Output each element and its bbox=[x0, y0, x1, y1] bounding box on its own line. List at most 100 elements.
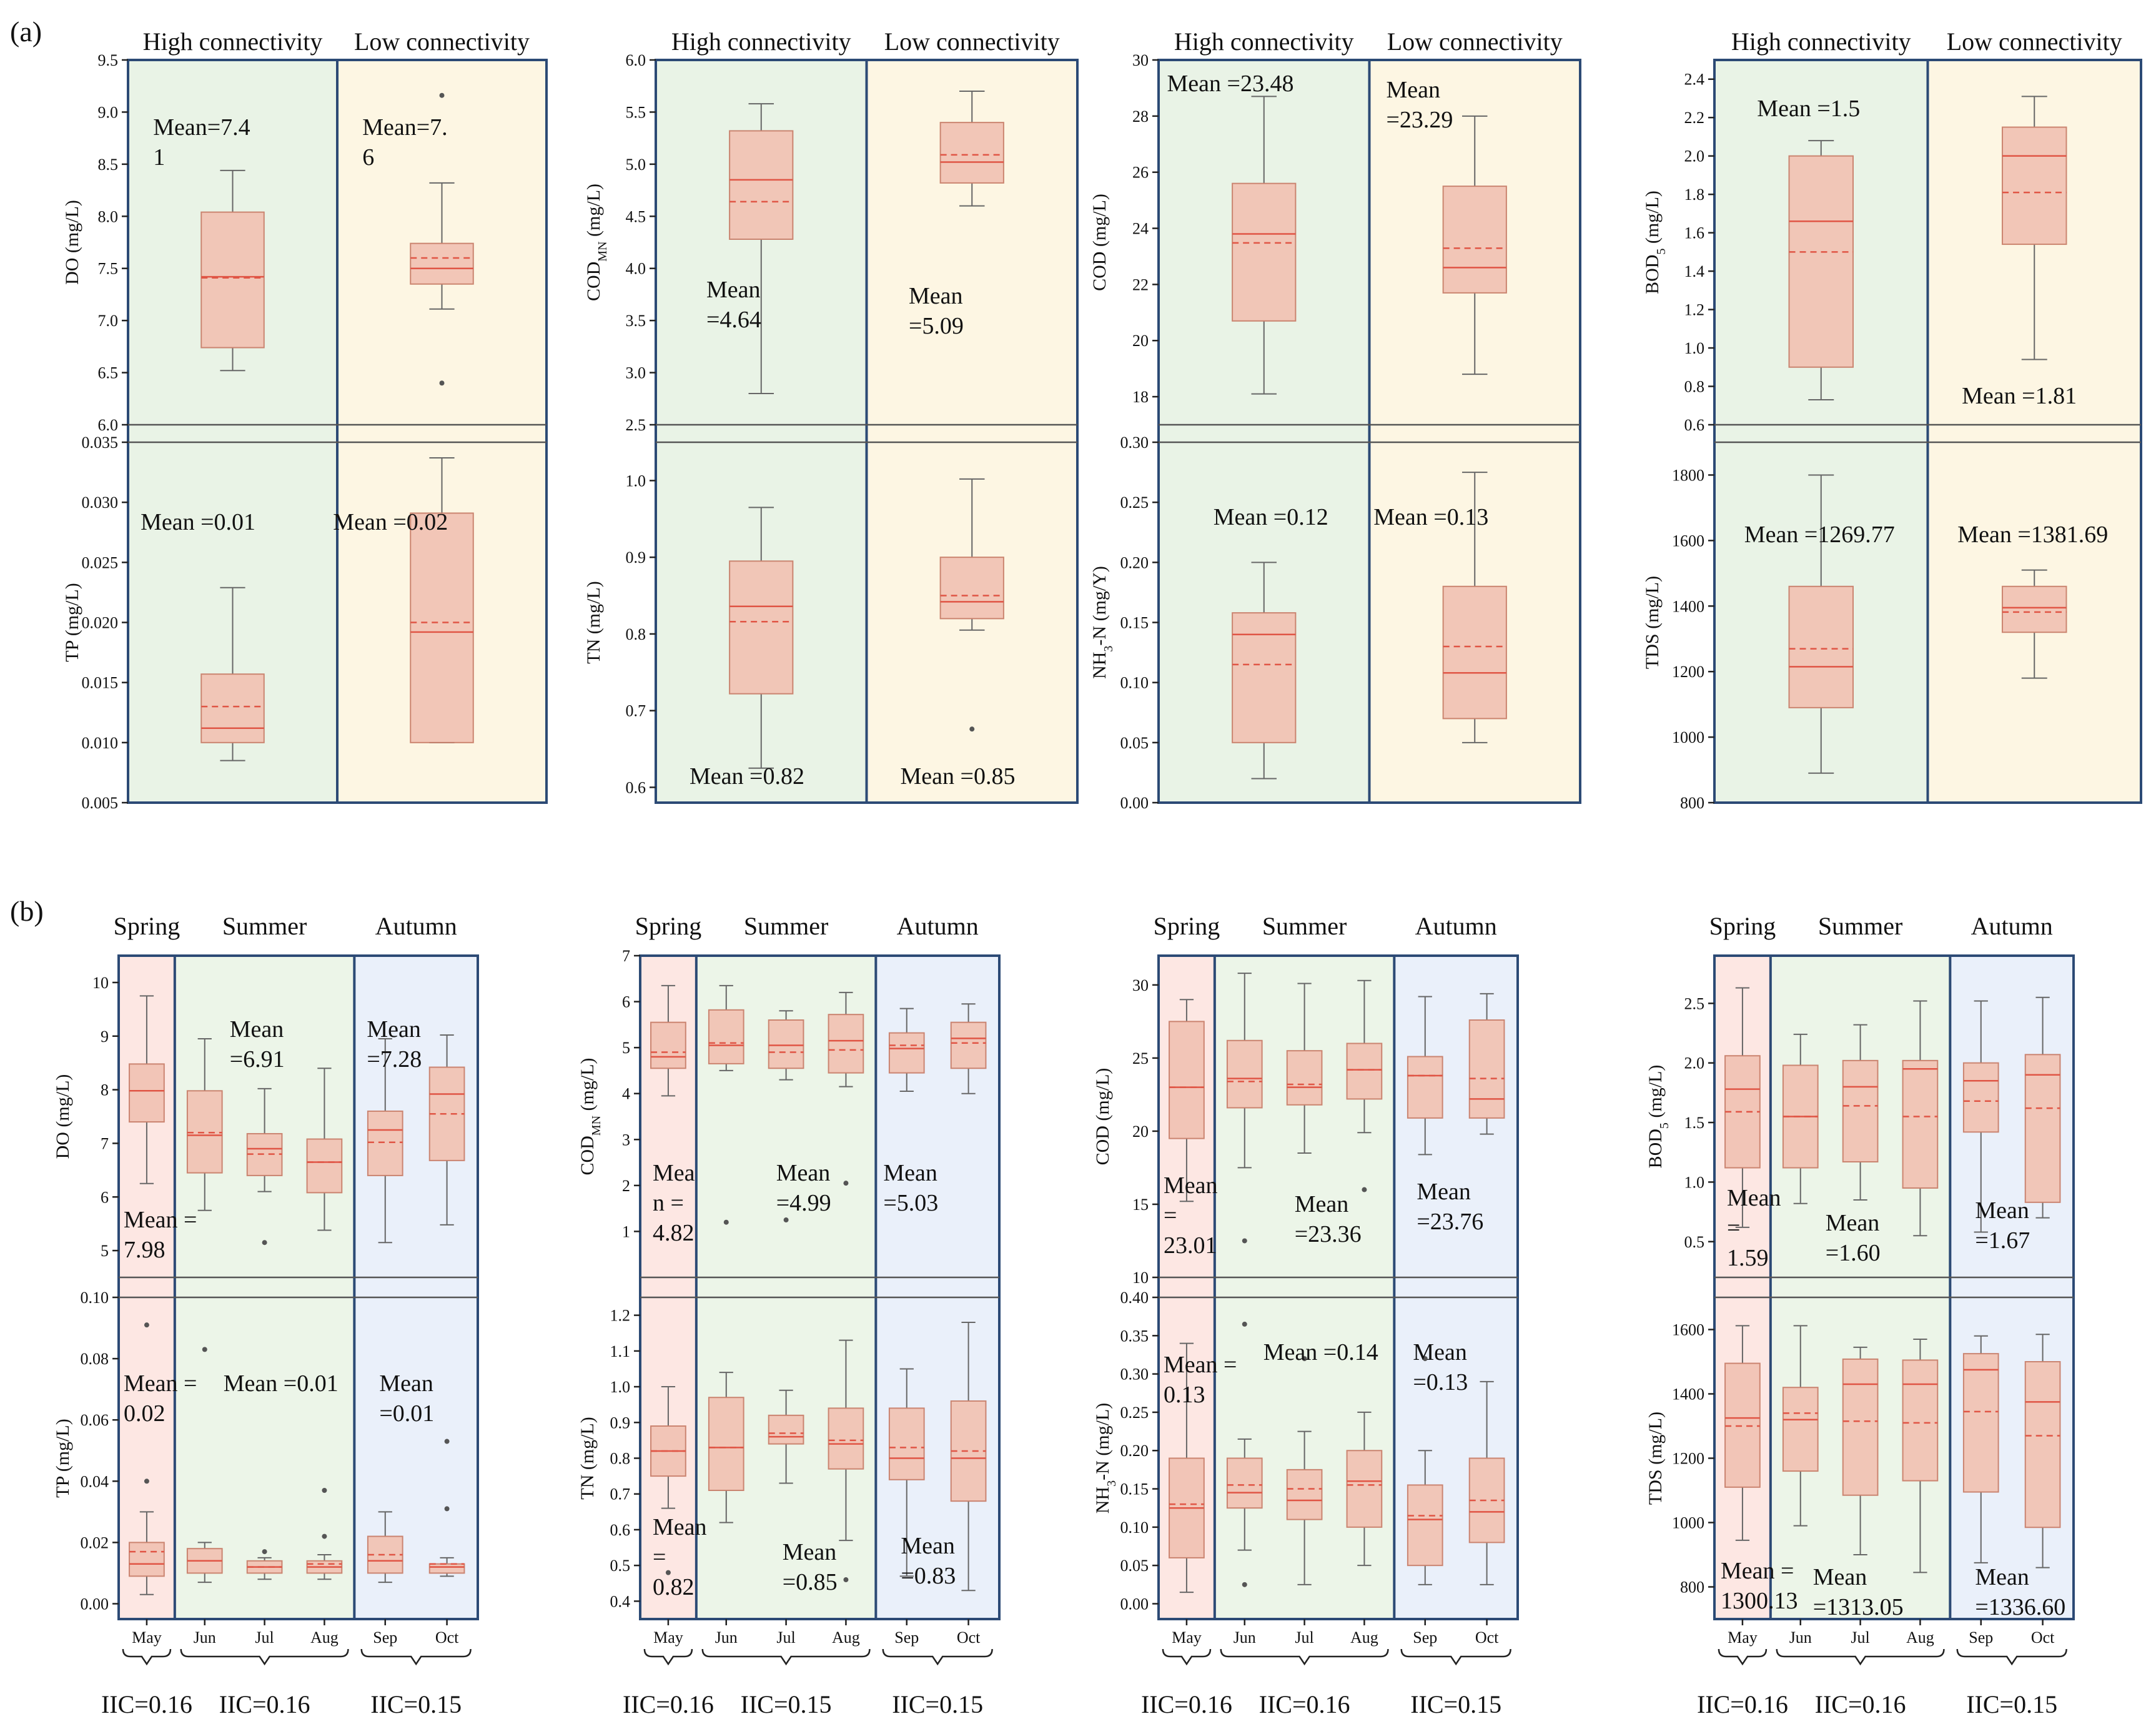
box-iqr bbox=[729, 130, 794, 240]
box-2 bbox=[1286, 1356, 1323, 1585]
y-tick-label: 2.2 bbox=[1684, 109, 1705, 127]
y-tick-label: 1.0 bbox=[610, 1378, 631, 1396]
chart-b3: Spring Summer Autumn May Jun Jul Aug Sep Oct IIC=… bbox=[1092, 912, 1519, 1718]
season-bracket bbox=[1162, 1648, 1212, 1666]
chart-b3-top-mean-annotation: Mean = 23.01 bbox=[1164, 1172, 1218, 1259]
month-label: May bbox=[1172, 1628, 1202, 1647]
chart-b4-bottom-mean-annotation: Mean =1336.60 bbox=[1975, 1564, 2065, 1620]
y-tick-label: 1400 bbox=[1672, 597, 1704, 615]
y-tick-label: 0.5 bbox=[1684, 1233, 1705, 1251]
chart-a1-top-mean-annotation: Mean=7. 6 bbox=[362, 114, 447, 171]
box-4 bbox=[1407, 1356, 1443, 1585]
season-header: Summer bbox=[1818, 912, 1903, 940]
season-header: Autumn bbox=[897, 912, 979, 940]
box-iqr bbox=[186, 1090, 223, 1174]
outlier-point bbox=[322, 1488, 327, 1493]
box-1 bbox=[410, 92, 474, 386]
chart-a1-top-ylabel: DO (mg/L) bbox=[62, 200, 82, 285]
box-0 bbox=[1788, 140, 1854, 401]
box-iqr bbox=[1902, 1059, 1939, 1189]
y-tick-label: 1.1 bbox=[610, 1342, 631, 1360]
box-1 bbox=[939, 478, 1004, 732]
box-3 bbox=[1902, 1338, 1939, 1573]
y-tick-label: 0.00 bbox=[1120, 794, 1149, 812]
y-tick-label: 20 bbox=[1132, 332, 1149, 350]
season-bracket bbox=[1400, 1648, 1511, 1666]
chart-b1-bottom-mean-annotation: Mean =0.01 bbox=[379, 1370, 434, 1427]
y-tick-label: 0.6 bbox=[610, 1521, 631, 1539]
season-header: Autumn bbox=[1971, 912, 2053, 940]
y-tick-label: 2.5 bbox=[626, 416, 646, 434]
season-header: Spring bbox=[635, 912, 702, 940]
outlier-point bbox=[444, 1439, 450, 1444]
box-0 bbox=[1724, 1325, 1761, 1541]
box-iqr bbox=[768, 1414, 804, 1445]
chart-b1-bottom-ylabel: TP (mg/L) bbox=[52, 1419, 73, 1497]
outlier-point bbox=[144, 1479, 149, 1484]
y-tick-label: 0.020 bbox=[82, 614, 119, 632]
box-2 bbox=[246, 1549, 283, 1580]
panel-label-a: (a) bbox=[10, 16, 42, 47]
y-tick-label: 0.8 bbox=[610, 1450, 631, 1468]
y-tick-label: 10 bbox=[92, 974, 109, 992]
box-iqr bbox=[1842, 1059, 1879, 1162]
group-header: Low connectivity bbox=[884, 27, 1060, 56]
box-iqr bbox=[1788, 155, 1854, 368]
y-tick-label: 0.05 bbox=[1120, 1557, 1149, 1575]
chart-b4-top-mean-annotation: Mean =1.60 bbox=[1826, 1210, 1881, 1266]
box-iqr bbox=[1442, 186, 1507, 294]
y-tick-label: 3.5 bbox=[626, 312, 646, 330]
outlier-point bbox=[783, 1217, 789, 1223]
box-4 bbox=[1962, 1000, 1999, 1233]
box-iqr bbox=[1468, 1019, 1505, 1119]
box-0 bbox=[1232, 96, 1297, 395]
iic-label: IIC=0.16 bbox=[1141, 1690, 1232, 1718]
box-iqr bbox=[1407, 1484, 1443, 1567]
chart-a2-top-mean-annotation: Mean =4.64 bbox=[706, 277, 761, 333]
box-iqr bbox=[939, 557, 1004, 620]
y-tick-label: 30 bbox=[1132, 976, 1149, 994]
box-1 bbox=[186, 1038, 223, 1211]
box-5 bbox=[428, 1439, 465, 1577]
box-iqr bbox=[410, 242, 474, 285]
box-1 bbox=[410, 457, 474, 743]
chart-a3-bottom-ylabel: NH3-N (mg/Y) bbox=[1089, 566, 1115, 679]
box-iqr bbox=[828, 1014, 864, 1074]
box-1 bbox=[1442, 115, 1507, 375]
season-header: Spring bbox=[114, 912, 180, 940]
y-tick-label: 2.0 bbox=[1684, 147, 1705, 166]
chart-a4-top-mean-annotation: Mean =1.5 bbox=[1757, 96, 1860, 122]
y-tick-label: 800 bbox=[1680, 1578, 1704, 1597]
y-tick-label: 7.5 bbox=[98, 260, 119, 278]
chart-b2-top-mean-annotation: Mea n = 4.82 bbox=[653, 1160, 695, 1246]
season-bracket bbox=[882, 1648, 993, 1666]
outlier-point bbox=[439, 380, 445, 386]
chart-b1: Spring Summer Autumn May Jun Jul Aug Sep Oct IIC=… bbox=[52, 912, 479, 1718]
season-bracket bbox=[1956, 1648, 2067, 1666]
chart-b1-top-mean-annotation: Mean = 7.98 bbox=[124, 1207, 197, 1263]
y-tick-label: 4.5 bbox=[626, 207, 646, 225]
y-tick-label: 6 bbox=[101, 1188, 109, 1206]
iic-label: IIC=0.15 bbox=[1966, 1690, 2057, 1718]
y-tick-label: 1000 bbox=[1672, 728, 1704, 746]
month-label: Jul bbox=[1851, 1628, 1869, 1647]
outlier-point bbox=[1242, 1582, 1247, 1587]
chart-a2-bottom-mean-annotation: Mean =0.82 bbox=[690, 763, 804, 790]
box-iqr bbox=[428, 1563, 465, 1574]
month-label: Sep bbox=[1969, 1628, 1993, 1647]
box-iqr bbox=[1842, 1358, 1879, 1496]
month-label: Jul bbox=[255, 1628, 274, 1647]
box-0 bbox=[1169, 999, 1205, 1202]
box-3 bbox=[828, 991, 864, 1186]
box-2 bbox=[1842, 1346, 1879, 1555]
y-tick-label: 0.10 bbox=[1120, 1518, 1149, 1537]
y-tick-label: 0.5 bbox=[610, 1557, 631, 1575]
y-tick-label: 2.0 bbox=[1684, 1054, 1705, 1073]
box-iqr bbox=[1962, 1062, 1999, 1133]
chart-b4-top-mean-annotation: Mean = 1.59 bbox=[1727, 1185, 1781, 1271]
season-header: Summer bbox=[222, 912, 307, 940]
chart-b2-bottom-ylabel: TN (mg/L) bbox=[577, 1417, 598, 1499]
outlier-point bbox=[262, 1549, 267, 1555]
y-tick-label: 8.0 bbox=[98, 207, 119, 225]
y-tick-label: 2.5 bbox=[1684, 994, 1705, 1013]
